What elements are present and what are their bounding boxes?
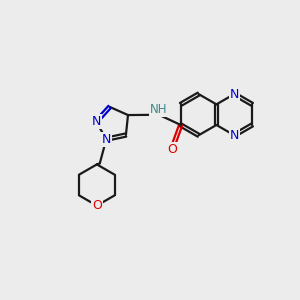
Text: N: N: [92, 115, 101, 128]
Text: NH: NH: [150, 103, 168, 116]
Text: O: O: [167, 142, 177, 156]
Text: N: N: [230, 88, 239, 100]
Text: O: O: [92, 199, 102, 212]
Text: N: N: [102, 133, 111, 146]
Text: N: N: [230, 129, 239, 142]
